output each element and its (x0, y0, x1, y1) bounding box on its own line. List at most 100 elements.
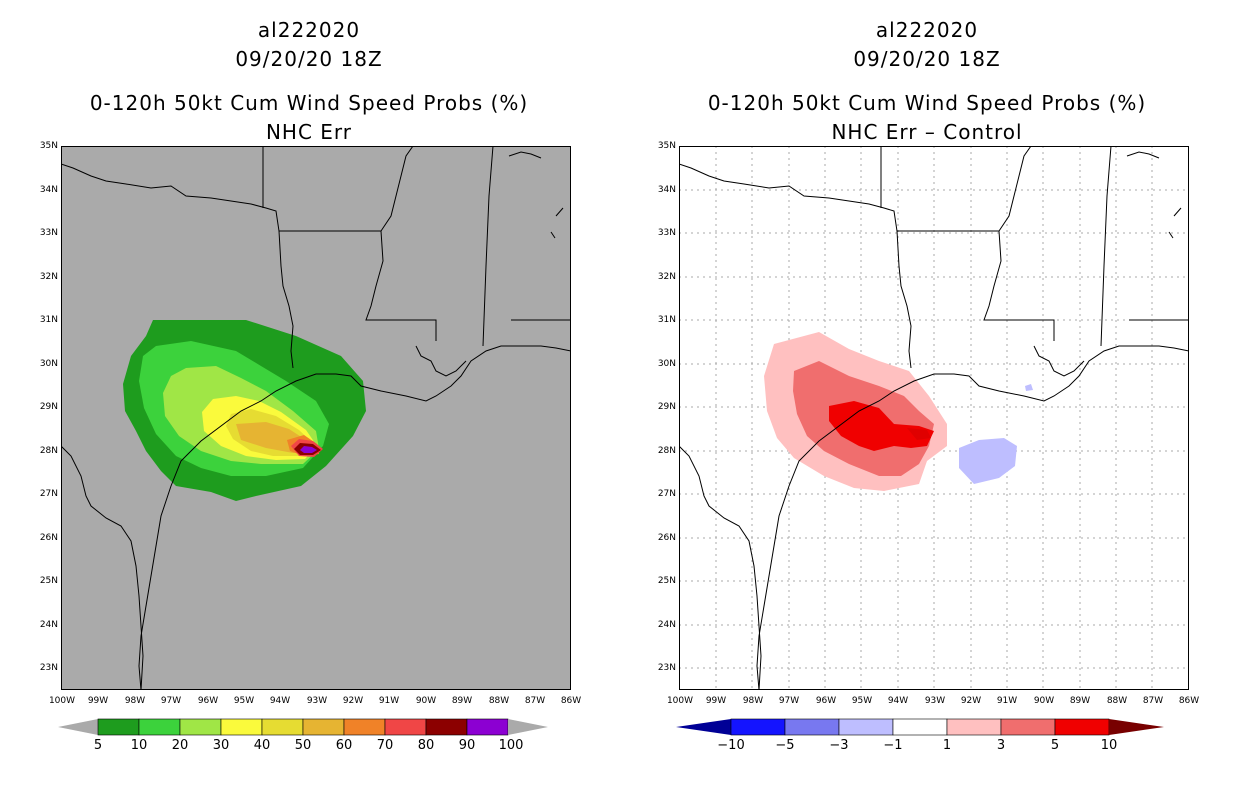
lat-label: 35N (657, 141, 676, 151)
lat-label: 32N (39, 272, 58, 282)
lon-label: 97W (778, 696, 800, 706)
colorbar-swatch (384, 718, 427, 736)
colorbar-label: 70 (376, 738, 394, 753)
colorbar-label: 50 (294, 738, 312, 753)
datetime: 09/20/20 18Z (235, 47, 383, 71)
colorbar-swatch (302, 718, 345, 736)
lat-label: 28N (39, 446, 58, 456)
colorbar-swatches (58, 718, 548, 736)
storm-id: al222020 (875, 18, 979, 42)
contour-90 (300, 446, 317, 453)
colorbar-low-arrow (58, 719, 98, 735)
datetime: 09/20/20 18Z (853, 47, 1001, 71)
lon-label: 99W (87, 696, 109, 706)
lat-label: 27N (39, 489, 58, 499)
colorbar-swatch (220, 718, 263, 736)
colorbar (0, 718, 618, 758)
lat-label: 28N (657, 446, 676, 456)
lon-label: 88W (488, 696, 510, 706)
lat-label: 35N (39, 141, 58, 151)
lon-label: 95W (233, 696, 255, 706)
lat-label: 26N (657, 533, 676, 543)
lon-label: 87W (1142, 696, 1164, 706)
lat-label: 30N (39, 359, 58, 369)
colorbar-label: 10 (1100, 738, 1118, 753)
colorbar-swatch (343, 718, 386, 736)
colorbar-label: −1 (883, 738, 903, 753)
coastline-borders (679, 146, 1189, 690)
lon-label: 91W (378, 696, 400, 706)
lat-label: 32N (657, 272, 676, 282)
lon-label: 86W (560, 696, 582, 706)
colorbar-swatch (838, 718, 894, 736)
lon-label: 89W (1069, 696, 1091, 706)
lat-label: 26N (39, 533, 58, 543)
colorbar-label: 3 (996, 738, 1006, 753)
difference-map (679, 146, 1189, 690)
lat-label: 33N (39, 228, 58, 238)
panel-subtitle: NHC Err – Control (831, 120, 1023, 144)
colorbar-high-arrow (1109, 719, 1164, 735)
colorbar-swatch (784, 718, 840, 736)
lon-label: 94W (887, 696, 909, 706)
lon-label: 95W (851, 696, 873, 706)
colorbar (618, 718, 1236, 758)
product-title: 0-120h 50kt Cum Wind Speed Probs (%) (89, 91, 529, 115)
colorbar-swatch (138, 718, 181, 736)
colorbar-label: −10 (717, 738, 745, 753)
contour-minus-3 (959, 438, 1017, 484)
colorbar-label: 10 (130, 738, 148, 753)
lat-label: 24N (39, 620, 58, 630)
colorbar-label: 100 (498, 738, 524, 753)
colorbar-swatch (730, 718, 786, 736)
right-panel: al222020 09/20/20 18Z 0-120h 50kt Cum Wi… (618, 0, 1236, 800)
colorbar-label: −3 (829, 738, 849, 753)
lat-label: 34N (39, 185, 58, 195)
lon-label: 86W (1178, 696, 1200, 706)
contour-minus-3-small (1025, 384, 1033, 391)
lat-label: 23N (657, 663, 676, 673)
lon-label: 92W (342, 696, 364, 706)
lon-label: 88W (1106, 696, 1128, 706)
colorbar-label: 30 (212, 738, 230, 753)
lon-label: 100W (48, 696, 76, 706)
contour-plus-10 (907, 428, 931, 440)
lat-label: 27N (657, 489, 676, 499)
lon-label: 90W (415, 696, 437, 706)
lon-label: 91W (996, 696, 1018, 706)
storm-id: al222020 (257, 18, 361, 42)
colorbar-swatch (97, 718, 140, 736)
colorbar-label: 5 (1050, 738, 1060, 753)
lat-label: 29N (657, 402, 676, 412)
colorbar-swatch (466, 718, 509, 736)
colorbar-swatch (1054, 718, 1110, 736)
left-panel: al222020 09/20/20 18Z 0-120h 50kt Cum Wi… (0, 18, 618, 758)
lat-label: 31N (39, 315, 58, 325)
product-title: 0-120h 50kt Cum Wind Speed Probs (%) (707, 91, 1147, 115)
lat-label: 24N (657, 620, 676, 630)
colorbar-label: 60 (335, 738, 353, 753)
lon-label: 93W (306, 696, 328, 706)
colorbar-label: 80 (417, 738, 435, 753)
colorbar-swatches (676, 718, 1164, 736)
lat-label: 23N (39, 663, 58, 673)
panel-subtitle: NHC Err (265, 120, 353, 144)
lat-label: 25N (39, 576, 58, 586)
lon-label: 99W (705, 696, 727, 706)
colorbar-swatch (946, 718, 1002, 736)
colorbar-swatch (1000, 718, 1056, 736)
colorbar-label: 5 (93, 738, 103, 753)
lat-label: 29N (39, 402, 58, 412)
colorbar-swatch (892, 718, 948, 736)
lon-label: 94W (269, 696, 291, 706)
lon-label: 96W (197, 696, 219, 706)
colorbar-swatch (261, 718, 304, 736)
lon-label: 92W (960, 696, 982, 706)
lon-label: 93W (924, 696, 946, 706)
lon-label: 97W (160, 696, 182, 706)
probability-map (61, 146, 571, 690)
coastline-borders (61, 146, 571, 690)
lat-label: 25N (657, 576, 676, 586)
lat-label: 34N (657, 185, 676, 195)
graticule (679, 146, 1189, 690)
